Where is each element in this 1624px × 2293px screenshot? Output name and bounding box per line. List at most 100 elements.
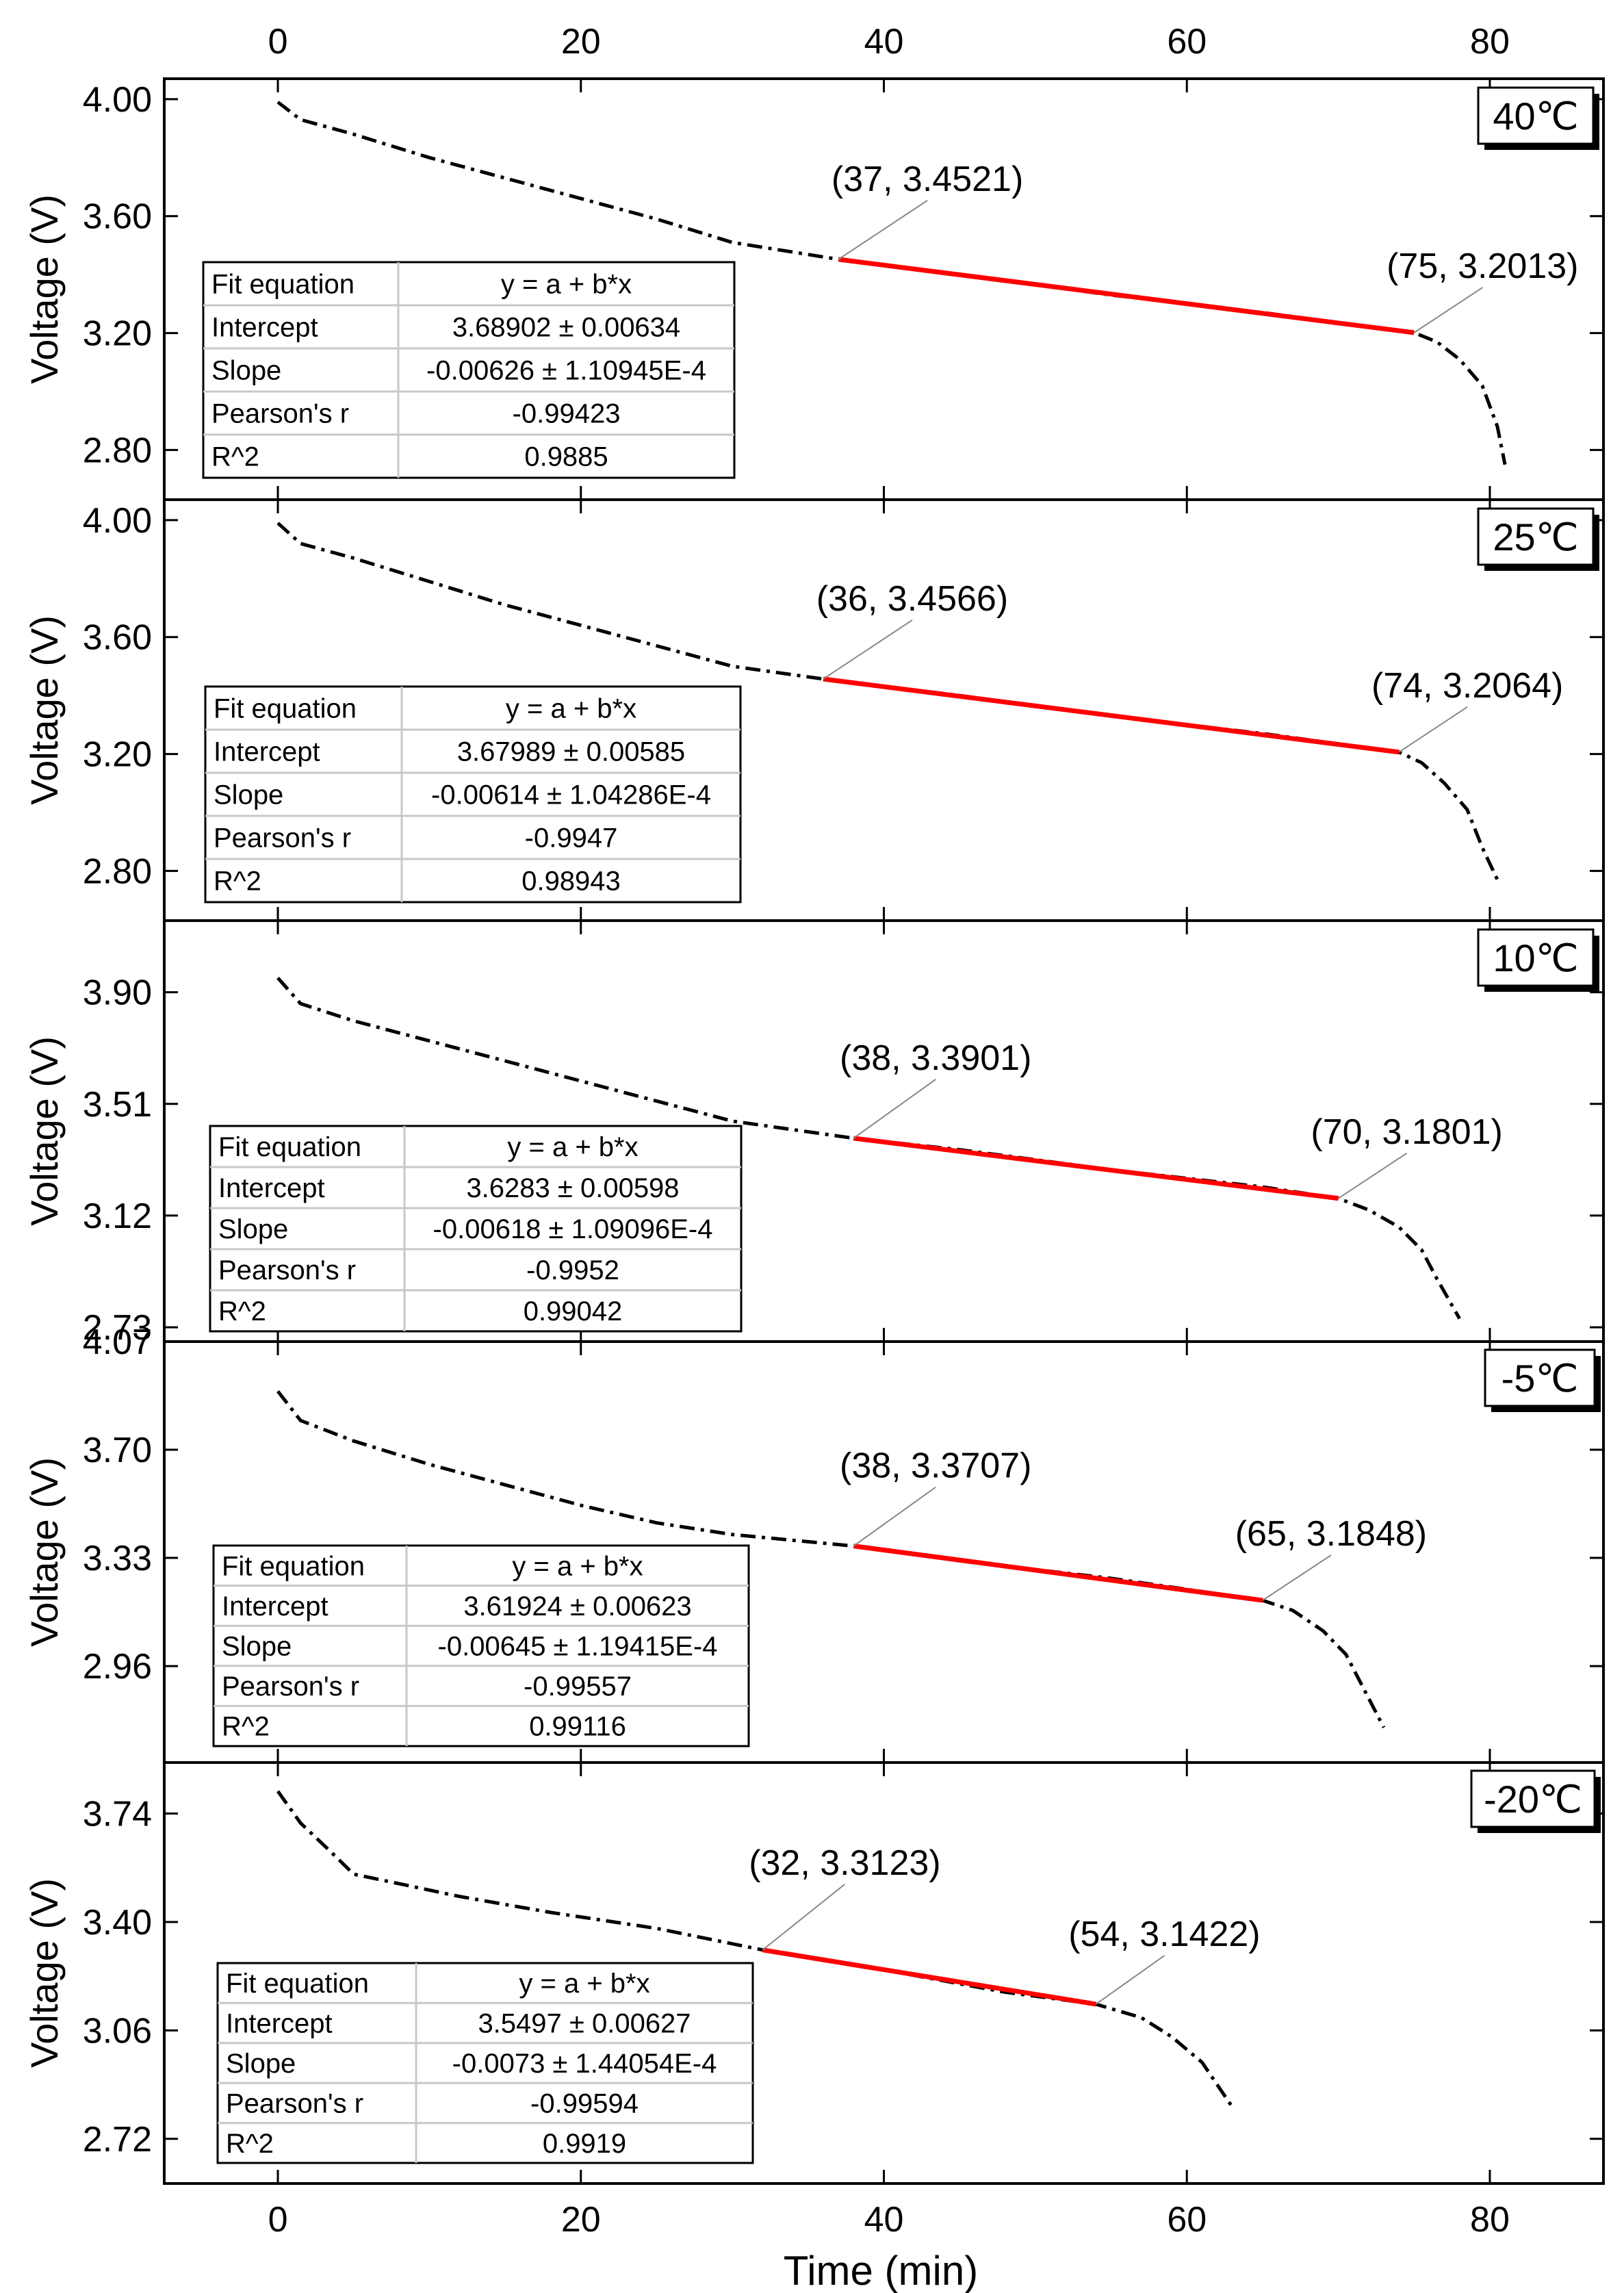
panel-1: 4.00 3.60 3.20 2.80 Voltage (V) (37, 3.4521) (… bbox=[23, 77, 1605, 501]
linear-fit-line bbox=[823, 676, 1400, 755]
fit-table-value: 0.9885 bbox=[524, 442, 608, 472]
y-tick-label: 3.06 bbox=[83, 2011, 152, 2051]
y-tick-label: 3.74 bbox=[83, 1795, 152, 1834]
y-tick-label: 3.90 bbox=[83, 973, 152, 1013]
fit-table bbox=[212, 1544, 750, 1747]
fit-table-param: Pearson's r bbox=[214, 823, 351, 854]
temperature-label: -5℃ bbox=[1501, 1357, 1579, 1400]
y-axis-label: Voltage (V) bbox=[23, 615, 66, 805]
fit-table-param: Fit equation bbox=[214, 694, 357, 724]
y-tick-label: 4.07 bbox=[83, 1322, 152, 1362]
fit-table-value: 0.98943 bbox=[521, 867, 621, 897]
fit-table-value: y = a + b*x bbox=[506, 694, 636, 724]
annotation-fit-end-leader bbox=[1398, 706, 1468, 753]
fit-table-param: Fit equation bbox=[226, 1969, 369, 1999]
temperature-box bbox=[1477, 507, 1595, 566]
y-tick-label: 3.20 bbox=[83, 314, 152, 354]
y-tick-label: 3.33 bbox=[83, 1539, 152, 1578]
y-tick-label: 2.73 bbox=[83, 1308, 152, 1348]
y-tick-label: 3.20 bbox=[83, 735, 152, 775]
annotation-fit-end: (74, 3.2064) bbox=[1371, 666, 1563, 706]
y-tick-label: 2.96 bbox=[83, 1647, 152, 1687]
panel-4: 4.07 3.70 3.33 2.96 Voltage (V) (38, 3.3707) (… bbox=[23, 1322, 1605, 1764]
fit-table-param: Slope bbox=[222, 1632, 292, 1662]
fit-table-value: -0.9952 bbox=[526, 1255, 619, 1285]
fit-table-param: Slope bbox=[211, 356, 281, 386]
annotation-fit-start-leader bbox=[762, 1884, 846, 1951]
y-tick-label: 3.12 bbox=[83, 1196, 152, 1236]
x-tick-label-bottom: 60 bbox=[1167, 2200, 1207, 2240]
fit-table-param: R^2 bbox=[214, 867, 261, 897]
fit-table-param: R^2 bbox=[222, 1712, 270, 1742]
x-tick-label-bottom: 40 bbox=[864, 2200, 904, 2240]
temperature-label: 25℃ bbox=[1493, 515, 1578, 559]
annotation-fit-start: (32, 3.3123) bbox=[749, 1843, 940, 1883]
annotation-fit-end: (54, 3.1422) bbox=[1068, 1914, 1260, 1954]
annotation-fit-end: (65, 3.1848) bbox=[1235, 1514, 1427, 1554]
panels-layer: 4.00 3.60 3.20 2.80 Voltage (V) (37, 3.4521) (… bbox=[23, 22, 1605, 2240]
annotation-fit-start: (36, 3.4566) bbox=[816, 579, 1008, 619]
fit-table-value: 3.68902 ± 0.00634 bbox=[452, 313, 680, 343]
panel-2: 4.00 3.60 3.20 2.80 Voltage (V) (36, 3.4566) (… bbox=[23, 498, 1605, 922]
y-tick-label: 4.00 bbox=[83, 501, 152, 541]
x-tick-label-top: 80 bbox=[1470, 22, 1510, 62]
annotation-fit-end: (75, 3.2013) bbox=[1387, 246, 1578, 286]
fit-table-value: -0.00626 ± 1.10945E-4 bbox=[426, 356, 706, 386]
fit-table-param: Pearson's r bbox=[222, 1671, 359, 1702]
discharge-curve bbox=[276, 1790, 1234, 2108]
annotation-fit-end-leader bbox=[1262, 1554, 1332, 1601]
fit-table-param: R^2 bbox=[226, 2129, 274, 2159]
annotation-fit-end-leader bbox=[1095, 1955, 1165, 2005]
x-tick-label-top: 20 bbox=[561, 22, 601, 62]
fit-table bbox=[209, 1125, 743, 1333]
discharge-curve bbox=[276, 101, 1507, 465]
discharge-curve bbox=[276, 1390, 1386, 1728]
fit-table-value: 3.61924 ± 0.00623 bbox=[463, 1591, 691, 1622]
fit-table-value: 0.99116 bbox=[529, 1712, 626, 1742]
linear-fit-line bbox=[853, 1543, 1263, 1603]
fit-table-value: y = a + b*x bbox=[519, 1969, 649, 1999]
y-tick-label: 4.00 bbox=[83, 80, 152, 120]
temperature-box bbox=[1470, 1769, 1596, 1828]
y-tick-label: 3.60 bbox=[83, 618, 152, 658]
annotation-fit-start-leader bbox=[838, 200, 928, 260]
x-tick-label-top: 0 bbox=[268, 22, 288, 62]
fit-table-param: R^2 bbox=[218, 1296, 266, 1327]
annotation-fit-start-leader bbox=[823, 619, 913, 680]
fit-table-param: Intercept bbox=[218, 1173, 325, 1203]
fit-table-param: Intercept bbox=[211, 313, 318, 343]
y-tick-label: 3.40 bbox=[83, 1903, 152, 1943]
fit-table-value: y = a + b*x bbox=[507, 1132, 638, 1162]
annotation-fit-start: (38, 3.3707) bbox=[840, 1446, 1031, 1486]
x-axis-label: Time (min) bbox=[784, 2248, 978, 2293]
fit-table-param: Pearson's r bbox=[218, 1255, 356, 1285]
fit-table bbox=[202, 261, 736, 479]
fit-table-value: -0.99557 bbox=[524, 1671, 632, 1702]
fit-table-value: -0.99423 bbox=[513, 399, 621, 429]
fit-table-value: -0.00614 ± 1.04286E-4 bbox=[431, 780, 711, 810]
fit-table-param: Fit equation bbox=[211, 270, 355, 300]
fit-table-param: Fit equation bbox=[218, 1132, 361, 1162]
y-axis-label: Voltage (V) bbox=[23, 1457, 66, 1647]
y-tick-label: 2.80 bbox=[83, 431, 152, 470]
fit-table-param: Intercept bbox=[214, 737, 320, 767]
temperature-box bbox=[1484, 1348, 1596, 1407]
y-tick-label: 3.51 bbox=[83, 1085, 152, 1125]
annotation-fit-end-leader bbox=[1413, 287, 1483, 333]
temperature-box bbox=[1477, 928, 1595, 987]
fit-table-param: Intercept bbox=[222, 1591, 328, 1622]
fit-table-param: Pearson's r bbox=[211, 399, 349, 429]
x-tick-label-bottom: 20 bbox=[561, 2200, 601, 2240]
temperature-label: -20℃ bbox=[1484, 1778, 1582, 1821]
panel-3: 3.90 3.51 3.12 2.73 Voltage (V) (38, 3.3901) (… bbox=[23, 919, 1605, 1348]
fit-table-value: 3.6283 ± 0.00598 bbox=[466, 1173, 679, 1203]
x-tick-label-top: 60 bbox=[1167, 22, 1207, 62]
y-axis-label: Voltage (V) bbox=[23, 1878, 66, 2068]
annotation-fit-start-leader bbox=[853, 1079, 936, 1139]
fit-table-value: -0.0073 ± 1.44054E-4 bbox=[452, 2049, 717, 2079]
fit-table-value: y = a + b*x bbox=[501, 270, 632, 300]
fit-table-value: -0.9947 bbox=[525, 823, 618, 854]
fit-table-param: Slope bbox=[214, 780, 283, 810]
fit-table-value: 3.67989 ± 0.00585 bbox=[457, 737, 685, 767]
y-tick-label: 2.72 bbox=[83, 2120, 152, 2160]
